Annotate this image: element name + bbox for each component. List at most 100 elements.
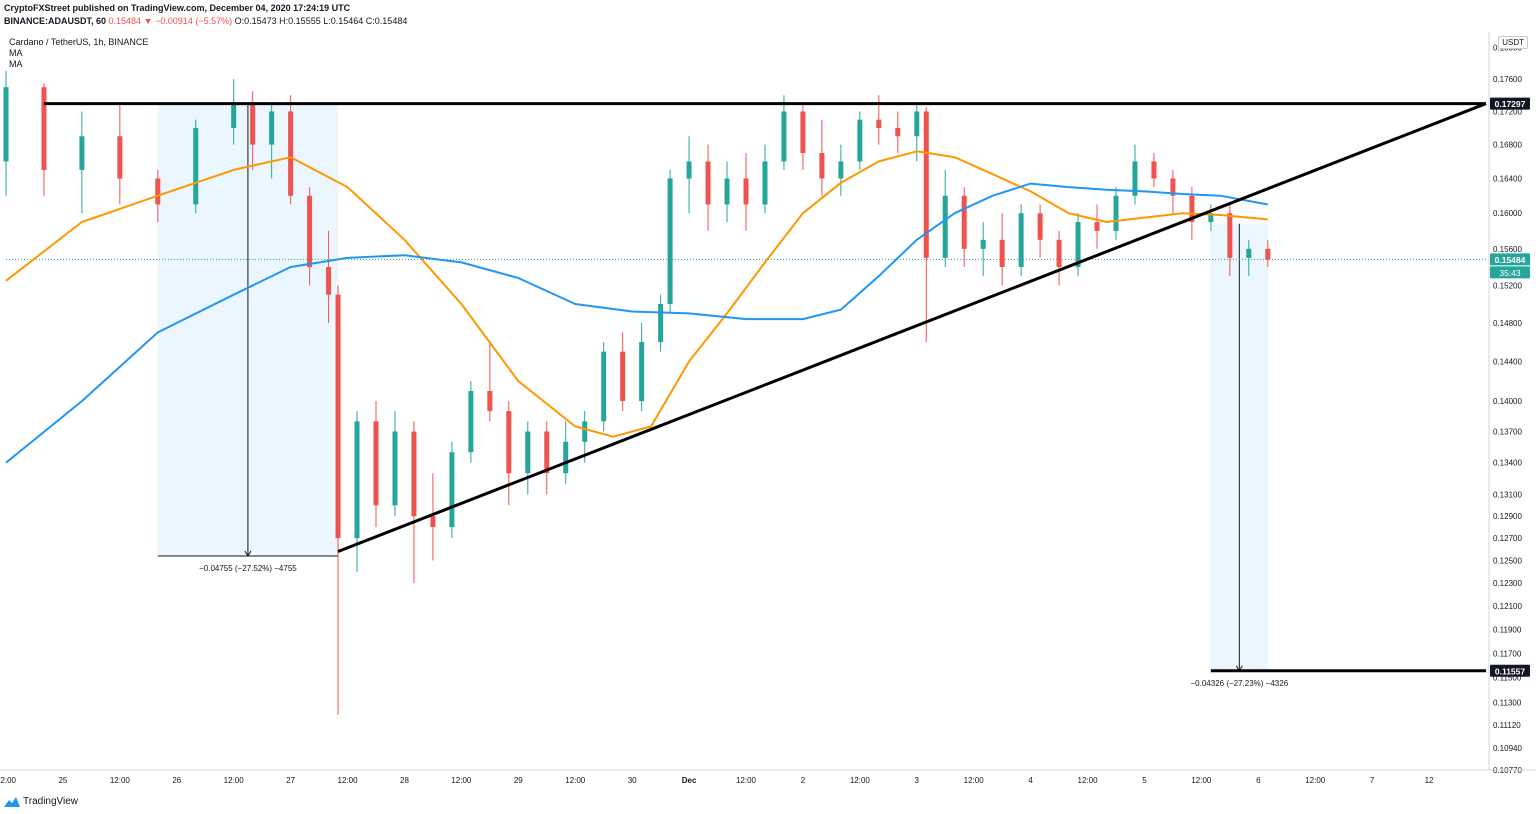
- ma-slow-line: [5, 182, 1268, 464]
- candle-body: [582, 421, 588, 442]
- price-tick-label: 0.11700: [1493, 649, 1522, 658]
- candle-body: [800, 111, 806, 153]
- candle-body: [449, 452, 455, 528]
- time-tick-label: 25: [58, 776, 67, 785]
- candle-body: [525, 431, 531, 474]
- candle-body: [1265, 248, 1271, 260]
- price-tick-label: 0.13400: [1493, 459, 1522, 468]
- candle-body: [411, 431, 417, 517]
- open-value: O:0.15473: [234, 16, 277, 26]
- high-value: H:0.15555: [279, 16, 321, 26]
- candle-body: [1037, 213, 1043, 240]
- ohlc-line: BINANCE:ADAUSDT, 60 0.15484 ▼ −0.00914 (…: [4, 16, 407, 26]
- candle-body: [819, 152, 825, 179]
- candle-body: [1208, 213, 1214, 223]
- price-tick-label: 0.17600: [1493, 75, 1522, 84]
- countdown-tag: 35:43: [1499, 268, 1521, 278]
- time-tick-label: 12:00: [736, 776, 757, 785]
- price-tick-label: 0.16800: [1493, 141, 1522, 150]
- price-tick-label: 0.14800: [1493, 319, 1522, 328]
- time-tick-label: 12:00: [451, 776, 472, 785]
- candle-body: [876, 119, 882, 128]
- time-axis[interactable]: 12:002512:002612:002712:002812:002912:00…: [0, 776, 1434, 785]
- time-tick-label: 12:00: [110, 776, 131, 785]
- price-tick-label: 0.15600: [1493, 245, 1522, 254]
- measure-label: −0.04755 (−27.52%) −4755: [199, 564, 297, 573]
- candle-body: [1246, 248, 1252, 258]
- legend-ma-fast[interactable]: MA: [9, 48, 23, 58]
- candle-body: [942, 195, 948, 258]
- current-price-tag-bg: [1490, 253, 1530, 266]
- price-tick-label: 0.13100: [1493, 491, 1522, 500]
- candle-body: [41, 87, 47, 170]
- time-tick-label: 12:00: [0, 776, 17, 785]
- time-tick-label: 4: [1028, 776, 1033, 785]
- candle-body: [980, 239, 986, 249]
- candle-body: [639, 342, 645, 402]
- candle-body: [620, 351, 626, 402]
- candle-body: [335, 294, 341, 539]
- candle-body: [1018, 213, 1024, 267]
- candle-body: [1189, 195, 1195, 223]
- time-tick-label: 26: [172, 776, 181, 785]
- price-tick-label: 0.10940: [1493, 744, 1522, 753]
- candle-body: [857, 119, 863, 162]
- candle-body: [326, 266, 332, 295]
- candle-body: [1056, 239, 1062, 267]
- resistance-price-tag-bg: [1490, 97, 1530, 110]
- candle-body: [1094, 222, 1100, 231]
- price-tick-label: 0.12300: [1493, 579, 1522, 588]
- down-arrow-icon: ▼: [143, 16, 153, 26]
- legend-ma-slow[interactable]: MA: [9, 59, 23, 69]
- candle-body: [961, 195, 967, 249]
- candle-body: [1132, 161, 1138, 196]
- current-price-tag: 0.15484: [1495, 255, 1526, 265]
- candle-body: [430, 516, 436, 528]
- candle-body: [1151, 161, 1157, 179]
- legend-title[interactable]: Cardano / TetherUS, 1h, BINANCE: [9, 37, 149, 47]
- countdown-tag-bg: [1490, 266, 1530, 279]
- time-tick-label: 7: [1370, 776, 1375, 785]
- candle-body: [658, 304, 664, 343]
- candle-body: [601, 351, 607, 422]
- price-tick-label: 0.12900: [1493, 512, 1522, 521]
- candle-body: [3, 87, 9, 162]
- candle-body: [914, 111, 920, 137]
- time-tick-label: 12: [1425, 776, 1434, 785]
- price-tick-label: 0.13700: [1493, 428, 1522, 437]
- symbol-label: BINANCE:ADAUSDT, 60: [4, 16, 107, 26]
- candle-body: [705, 161, 711, 205]
- price-tick-label: 0.12500: [1493, 556, 1522, 565]
- target-price-tag-bg: [1490, 664, 1530, 677]
- price-tick-label: 0.11120: [1493, 721, 1521, 730]
- measure-boxes: −0.04755 (−27.52%) −4755 −0.04326 (−27.23…: [157, 103, 1289, 688]
- price-tick-label: 0.17200: [1493, 107, 1522, 116]
- candle-body: [686, 161, 692, 179]
- time-tick-label: 5: [1142, 776, 1147, 785]
- publisher-line: CryptoFXStreet published on TradingView.…: [4, 3, 350, 13]
- candle-body: [1170, 178, 1176, 196]
- candle-body: [392, 431, 398, 506]
- price-tick-label: 0.11500: [1493, 674, 1522, 683]
- price-tick-label: 0.14000: [1493, 397, 1522, 406]
- resistance-price-tag: 0.17297: [1495, 99, 1526, 109]
- time-tick-label: 28: [400, 776, 409, 785]
- candle-body: [155, 178, 161, 205]
- price-tick-label: 0.11900: [1493, 626, 1522, 635]
- time-tick-label: 12:00: [338, 776, 359, 785]
- footer-brand[interactable]: TradingView: [4, 796, 78, 807]
- trendlines[interactable]: [43, 102, 1487, 673]
- price-tick-label: 0.14400: [1493, 357, 1522, 366]
- currency-unit-badge[interactable]: USDT: [1498, 36, 1528, 49]
- candle-body: [563, 441, 569, 474]
- candle-body: [743, 178, 749, 205]
- price-tick-label: 0.12100: [1493, 602, 1522, 611]
- price-tick-label: 0.16400: [1493, 174, 1522, 183]
- price-tick-label: 0.16000: [1493, 209, 1522, 218]
- candle-body: [193, 127, 199, 205]
- time-tick-label: 2: [801, 776, 806, 785]
- candle-body: [506, 411, 512, 474]
- candle-body: [724, 178, 730, 205]
- time-tick-label: 30: [628, 776, 637, 785]
